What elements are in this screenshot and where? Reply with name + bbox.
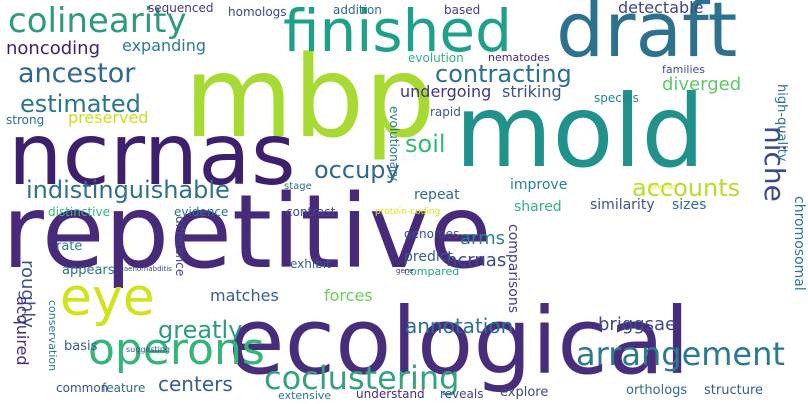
- word-orthologs: orthologs: [626, 383, 688, 398]
- word-extensive: extensive: [278, 389, 332, 402]
- word-predict: predict: [404, 249, 453, 265]
- word-common: common: [56, 381, 109, 395]
- word-centers: centers: [158, 372, 233, 396]
- word-genomes: genomes: [404, 227, 460, 241]
- word-acquired: acquired: [13, 296, 32, 366]
- word-noncoding: noncoding: [6, 38, 100, 59]
- word-ncrnas-small: ncrnas: [446, 250, 507, 271]
- word-operons: operons: [88, 324, 265, 375]
- word-draft: draft: [556, 0, 738, 74]
- word-ecological: ecological: [228, 288, 690, 395]
- word-occupy: occupy: [314, 156, 400, 184]
- word-accounts: accounts: [632, 174, 741, 202]
- word-sizes: sizes: [672, 197, 707, 213]
- word-appears: appears: [62, 263, 115, 278]
- word-distinctive: distinctive: [48, 205, 110, 219]
- word-nematodes: nematodes: [488, 51, 550, 64]
- word-diverged: diverged: [662, 74, 742, 95]
- word-improve: improve: [510, 177, 568, 193]
- word-greatly: greatly: [158, 316, 243, 344]
- word-high-quality: high-quality: [774, 84, 789, 162]
- word-exhibit: exhibit: [290, 257, 331, 271]
- word-arrangement: arrangement: [576, 335, 785, 373]
- word-suggesting: suggesting: [126, 345, 170, 354]
- word-evolutionary: evolutionary: [387, 106, 401, 182]
- word-families: families: [662, 63, 705, 76]
- word-repeat: repeat: [414, 187, 460, 203]
- word-comparisons: comparisons: [505, 224, 521, 314]
- word-contrast: contrast: [286, 205, 336, 219]
- word-rapid: rapid: [430, 105, 461, 119]
- word-expanding: expanding: [122, 36, 207, 55]
- word-detectable: detectable: [618, 0, 704, 17]
- word-briggsae: briggsae: [598, 314, 677, 335]
- word-feature: feature: [102, 381, 146, 395]
- word-finished: finished: [283, 0, 512, 65]
- word-soil: soil: [405, 130, 446, 158]
- word-based: based: [444, 3, 481, 17]
- word-compared: compared: [404, 265, 460, 278]
- word-shared: shared: [514, 199, 562, 215]
- word-conservation: conservation: [46, 300, 59, 372]
- word-evolution: evolution: [408, 51, 464, 65]
- word-matches: matches: [210, 286, 279, 305]
- word-basis: basis: [64, 339, 98, 354]
- word-protein-coding: protein-coding: [375, 207, 441, 217]
- word-structure: structure: [704, 383, 763, 398]
- word-striking: striking: [502, 82, 562, 101]
- word-contracting: contracting: [435, 60, 572, 88]
- word-preserved: preserved: [68, 108, 149, 127]
- word-chromosomal: chromosomal: [791, 196, 807, 291]
- word-forces: forces: [324, 286, 373, 305]
- word-similarity: similarity: [590, 197, 655, 213]
- word-strong: strong: [6, 113, 45, 127]
- word-undergoing: undergoing: [400, 82, 492, 101]
- word-colinearity: colinearity: [8, 1, 187, 41]
- word-repetitive: repetitive: [2, 173, 492, 292]
- word-estimated: estimated: [20, 90, 141, 118]
- word-understand: understand: [356, 387, 425, 401]
- word-reveals: reveals: [440, 387, 484, 401]
- word-ncrnas: ncrnas: [8, 105, 296, 205]
- word-stage: stage: [284, 181, 312, 192]
- word-eye: eye: [60, 268, 155, 328]
- word-addition: addition: [333, 3, 382, 17]
- word-homologs: homologs: [228, 5, 287, 19]
- word-evidence: evidence: [174, 205, 229, 219]
- word-arms: arms: [460, 228, 506, 249]
- word-coclustering: coclustering: [264, 359, 460, 397]
- word-indistinguishable: indistinguishable: [26, 176, 230, 204]
- word-explore: explore: [500, 385, 549, 400]
- word-sequenced: sequenced: [148, 1, 214, 15]
- word-rate: rate: [56, 239, 83, 254]
- word-difference: difference: [173, 216, 187, 277]
- word-function: function: [648, 183, 677, 191]
- word-mbp: mbp: [184, 33, 436, 163]
- word-ancestor: ancestor: [18, 58, 136, 89]
- word-species: species: [594, 91, 639, 105]
- word-mold: mold: [455, 73, 705, 190]
- word-annotation: annotation: [405, 314, 514, 338]
- word-gene: gene: [396, 267, 414, 275]
- word-caenorhabditis: caenorhabditis: [120, 265, 172, 273]
